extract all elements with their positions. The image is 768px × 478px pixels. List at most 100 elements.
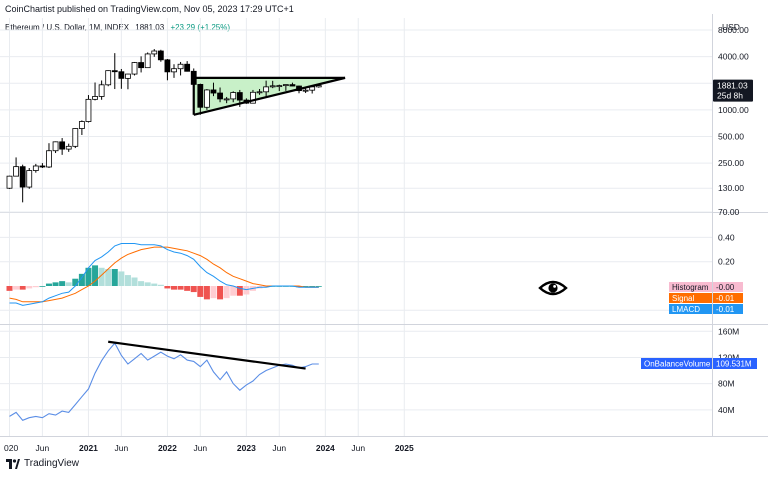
candle-bull [276, 85, 283, 88]
macd-histogram-bar [243, 286, 250, 295]
legend-value-badge [713, 282, 743, 292]
candle-bear [184, 63, 191, 72]
triangle-bottom-trendline [193, 76, 346, 116]
brand-label: TradingView [24, 458, 80, 469]
candle-bull [125, 73, 131, 79]
macd-histogram-bar [52, 282, 59, 286]
legend-value: -0.01 [716, 305, 735, 314]
price-axis-tick-label: 8000.00 [718, 25, 749, 35]
candle-bull [250, 91, 256, 104]
obv-value-badge [713, 358, 757, 369]
candle-bull [105, 70, 112, 86]
candle-bull [32, 165, 39, 171]
obv-axis-tick-label: 40M [718, 405, 735, 415]
macd-histogram-bar [6, 286, 13, 291]
candle-bear [157, 50, 164, 61]
candle-bull [72, 128, 79, 147]
macd-histogram-bar [13, 286, 20, 290]
macd-histogram-bar [210, 286, 217, 299]
macd-histogram-bar [78, 273, 85, 286]
macd-histogram-bar [45, 283, 52, 286]
candle-bear [210, 89, 217, 94]
legend-label-badge [669, 282, 712, 292]
macd-histogram-bar [98, 267, 105, 286]
candle-bull [13, 166, 19, 177]
price-axis-tick-label: 250.00 [718, 158, 744, 168]
obv-name: OnBalanceVolume [644, 360, 711, 369]
candle-bull [282, 84, 289, 87]
candle-bear [111, 70, 118, 73]
candle-bull [151, 50, 158, 55]
legend-label-badge [669, 304, 712, 314]
macd-histogram-bar [223, 286, 230, 299]
price-axis-tick-label: 70.00 [718, 207, 740, 217]
candle-bear [164, 59, 171, 73]
macd-histogram-bar [157, 284, 164, 286]
macd-histogram-bar [236, 286, 243, 296]
last-price-badge [713, 79, 753, 102]
candle-bear [138, 62, 145, 69]
currency-label: USD [722, 22, 740, 32]
time-axis-tick-label: 020 [4, 443, 18, 453]
candle-bear [289, 84, 296, 87]
candle-bull [78, 121, 85, 129]
macd-histogram-bar [171, 286, 177, 290]
candle-bull [177, 63, 184, 70]
time-axis-tick-label: 2023 [237, 443, 256, 453]
time-axis-tick-label: Jun [115, 443, 129, 453]
time-axis-tick-label: Jun [351, 443, 365, 453]
time-axis-tick-label: 2021 [79, 443, 98, 453]
macd-histogram-bar [190, 286, 197, 293]
macd-histogram-bar [217, 286, 224, 300]
candle-bull [131, 62, 138, 75]
time-axis-tick-label: Jun [36, 443, 50, 453]
candle-bull [98, 84, 105, 97]
last-price-value: 1881.03 [717, 81, 748, 91]
symbol-name: Ethereum / U.S. Dollar, 1M, INDEX [5, 23, 130, 32]
candle-bull [269, 85, 276, 88]
eye-icon [538, 280, 568, 296]
legend-value: -0.00 [716, 283, 735, 292]
candle-bull [52, 141, 59, 152]
candle-bull [46, 150, 52, 168]
obv-value: 109.531M [716, 360, 752, 369]
legend-label-badge [669, 293, 712, 303]
macd-histogram-bar [65, 282, 72, 286]
candle-bull [144, 53, 151, 69]
macd-histogram-bar [26, 286, 33, 289]
candle-bull [65, 145, 72, 150]
obv-axis-tick-label: 160M [718, 326, 739, 336]
macd-histogram-bar [105, 269, 112, 286]
candle-bull [230, 92, 237, 100]
macd-histogram-bar [85, 267, 92, 286]
macd-histogram-bar [177, 286, 184, 290]
macd-histogram-bar [203, 286, 210, 300]
macd-histogram-bar [111, 269, 118, 286]
candle-bull [263, 86, 270, 93]
price-axis-tick-label: 500.00 [718, 131, 744, 141]
candle-bull [223, 98, 230, 101]
candle-countdown: 25d 8h [717, 91, 743, 101]
obv-name-badge [641, 358, 712, 369]
macd-axis-tick-label: 0.40 [718, 232, 735, 242]
candle-bull [6, 175, 13, 189]
macd-histogram-bar [230, 286, 237, 296]
macd-histogram-bar [59, 281, 66, 286]
macd-axis-tick-label: 0.20 [718, 257, 735, 267]
candle-bull [171, 68, 177, 73]
obv-axis-tick-label: 120M [718, 352, 739, 362]
legend-label: LMACD [672, 305, 700, 314]
signal-line [9, 246, 319, 303]
macd-histogram-bar [32, 286, 39, 288]
candle-bull [256, 91, 263, 94]
tradingview-brand[interactable]: TradingView [6, 458, 79, 469]
macd-histogram-bar [151, 283, 158, 286]
candle-bull [92, 96, 98, 100]
price-axis-tick-label: 4000.00 [718, 52, 749, 62]
macd-histogram-bar [19, 286, 26, 290]
macd-histogram-bar [131, 277, 138, 286]
candle-bull [302, 89, 309, 92]
candle-bear [39, 165, 46, 168]
candle-bull [26, 170, 33, 188]
